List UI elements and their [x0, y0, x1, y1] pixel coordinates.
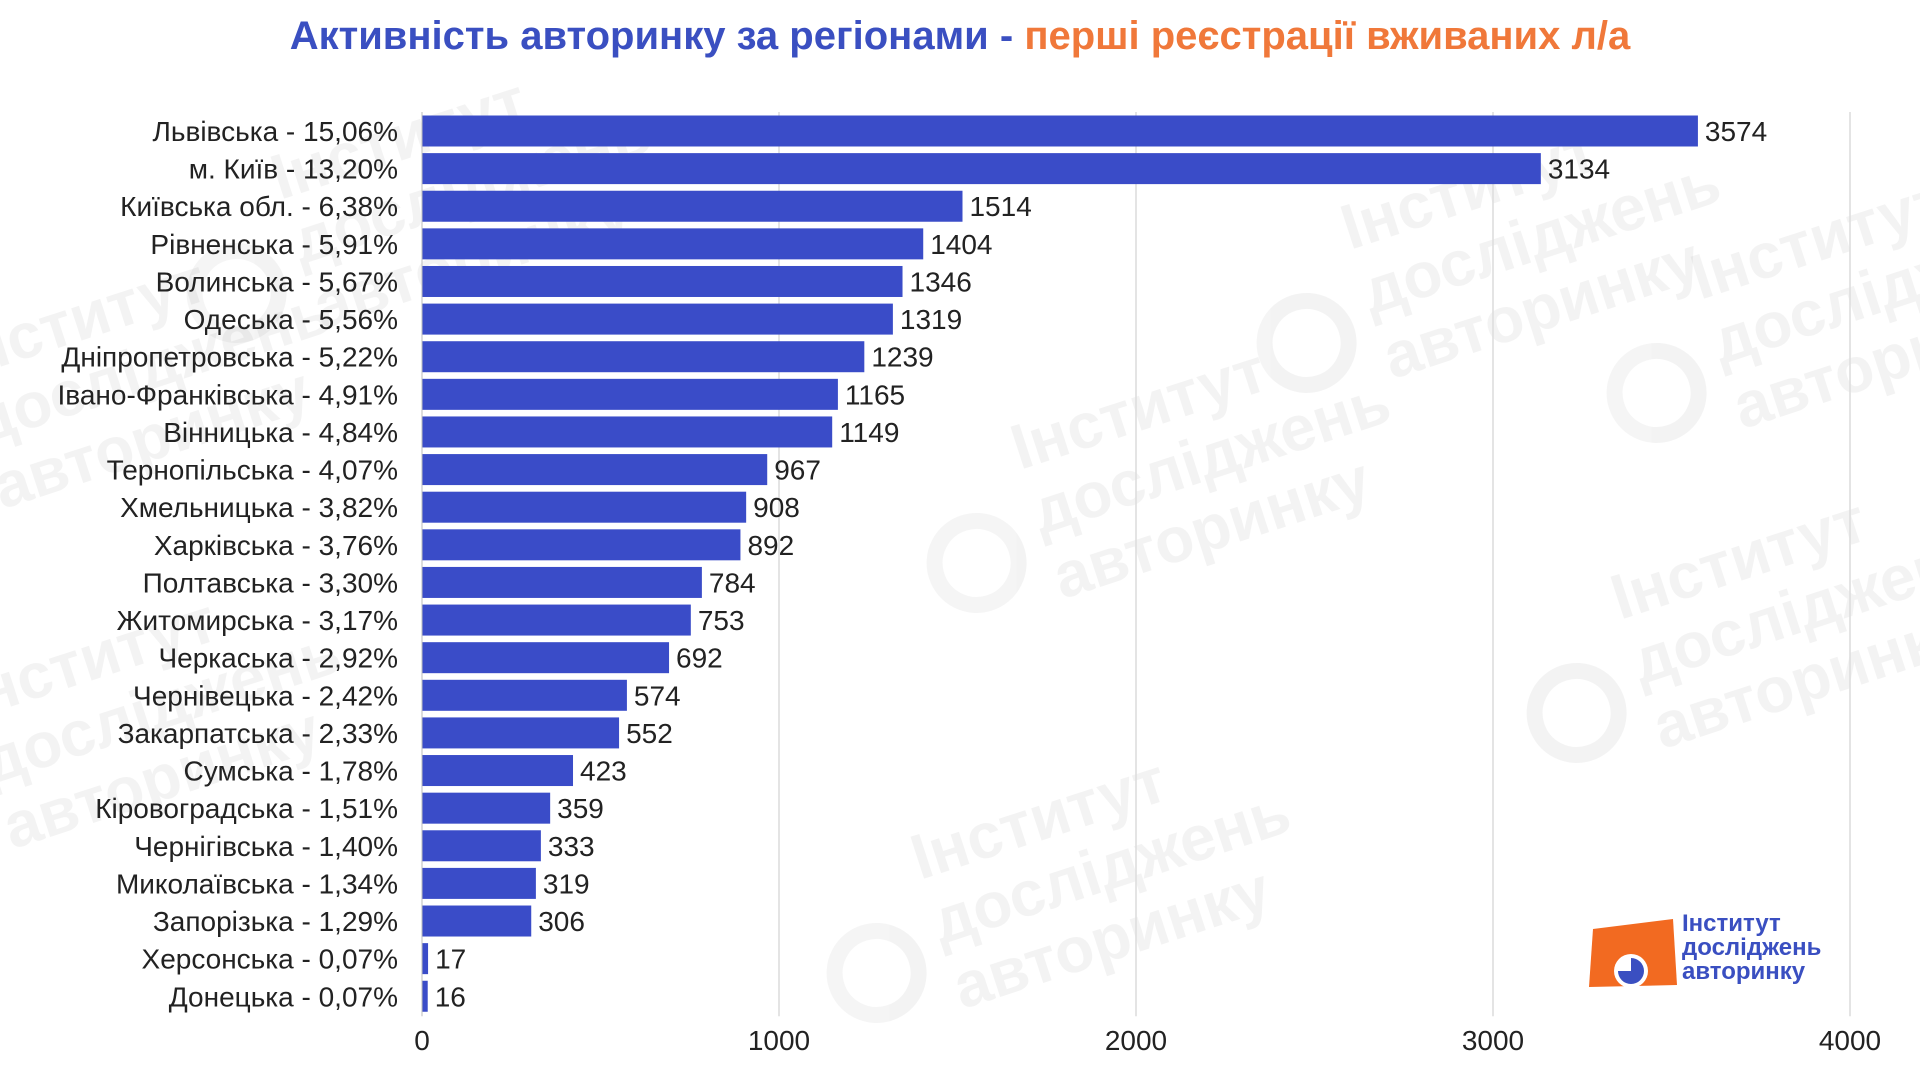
- data-label: 908: [753, 492, 800, 523]
- bar: [422, 153, 1541, 185]
- category-label: Миколаївська - 1,34%: [116, 868, 398, 899]
- bar: [422, 228, 924, 260]
- category-label: Донецька - 0,07%: [169, 981, 398, 1012]
- category-label: Рівненська - 5,91%: [150, 229, 398, 260]
- logo-text: Інститут досліджень авторинку: [1682, 912, 1821, 984]
- x-tick-label: 4000: [1819, 1025, 1881, 1056]
- category-label: Хмельницька - 3,82%: [120, 492, 398, 523]
- bar: [422, 115, 1698, 147]
- data-label: 1404: [930, 229, 992, 260]
- category-label: Чернівецька - 2,42%: [133, 680, 398, 711]
- brand-logo: Інститут досліджень авторинку: [1585, 910, 1885, 1010]
- data-label: 552: [626, 718, 673, 749]
- category-label: Полтавська - 3,30%: [143, 567, 398, 598]
- x-tick-label: 1000: [748, 1025, 810, 1056]
- data-label: 1514: [969, 191, 1031, 222]
- bar: [422, 867, 536, 899]
- category-label: Закарпатська - 2,33%: [118, 718, 398, 749]
- bar: [422, 604, 691, 636]
- bar: [422, 303, 893, 335]
- data-label: 3134: [1548, 154, 1610, 185]
- category-label: Вінницька - 4,84%: [163, 417, 398, 448]
- category-label: Харківська - 3,76%: [154, 530, 398, 561]
- category-label: Сумська - 1,78%: [184, 756, 398, 787]
- category-label: Одеська - 5,56%: [184, 304, 398, 335]
- category-label: Івано-Франківська - 4,91%: [58, 379, 399, 410]
- data-label: 892: [747, 530, 794, 561]
- data-label: 1165: [845, 379, 905, 410]
- data-label: 359: [557, 793, 604, 824]
- bar: [422, 416, 833, 448]
- bar: [422, 830, 541, 862]
- data-label: 1319: [900, 304, 962, 335]
- bar: [422, 341, 865, 373]
- bar: [422, 980, 428, 1012]
- data-label: 17: [435, 944, 466, 975]
- bar: [422, 679, 627, 711]
- data-label: 16: [435, 981, 466, 1012]
- bar: [422, 566, 702, 598]
- category-label: Житомирська - 3,17%: [117, 605, 398, 636]
- data-label: 1149: [839, 417, 899, 448]
- logo-line-1: Інститут: [1682, 910, 1781, 937]
- bar: [422, 265, 903, 297]
- data-label: 319: [543, 868, 590, 899]
- data-label: 306: [538, 906, 585, 937]
- bar: [422, 378, 838, 410]
- bar: [422, 190, 963, 222]
- category-label: Чернігівська - 1,40%: [134, 831, 398, 862]
- bar: [422, 755, 574, 787]
- category-label: Тернопільська - 4,07%: [107, 455, 398, 486]
- category-label: Львівська - 15,06%: [153, 116, 399, 147]
- category-label: м. Київ - 13,20%: [189, 154, 398, 185]
- chart-title-main: Активність авторинку за регіонами: [289, 14, 989, 58]
- logo-line-2: досліджень: [1682, 934, 1822, 961]
- category-label: Кіровоградська - 1,51%: [95, 793, 398, 824]
- category-label: Черкаська - 2,92%: [158, 643, 398, 674]
- category-label: Волинська - 5,67%: [156, 266, 398, 297]
- x-tick-label: 3000: [1462, 1025, 1524, 1056]
- bar: [422, 717, 620, 749]
- bar: [422, 905, 532, 937]
- bar: [422, 642, 670, 674]
- chart-title: Активність авторинку за регіонами - перш…: [0, 14, 1920, 59]
- bar: [422, 491, 747, 523]
- category-label: Київська обл. - 6,38%: [120, 191, 398, 222]
- category-label: Херсонська - 0,07%: [142, 944, 398, 975]
- data-label: 967: [774, 455, 821, 486]
- logo-line-3: авторинку: [1682, 958, 1806, 985]
- data-label: 784: [709, 567, 756, 598]
- x-tick-label: 2000: [1105, 1025, 1167, 1056]
- bar: [422, 792, 551, 824]
- category-label: Запорізька - 1,29%: [153, 906, 398, 937]
- chart-title-separator: -: [988, 14, 1025, 58]
- bar: [422, 529, 741, 561]
- data-label: 423: [580, 756, 627, 787]
- data-label: 333: [548, 831, 595, 862]
- pie-chart-icon: [1589, 919, 1677, 988]
- data-label: 753: [698, 605, 745, 636]
- category-label: Дніпропетровська - 5,22%: [61, 342, 398, 373]
- data-label: 3574: [1705, 116, 1767, 147]
- data-label: 1346: [910, 266, 972, 297]
- bar: [422, 454, 768, 486]
- x-tick-label: 0: [414, 1025, 430, 1056]
- bar: [422, 943, 429, 975]
- data-label: 1239: [871, 342, 933, 373]
- data-label: 692: [676, 643, 723, 674]
- data-label: 574: [634, 680, 681, 711]
- chart-title-accent: перші реєстрації вживаних л/а: [1024, 14, 1631, 58]
